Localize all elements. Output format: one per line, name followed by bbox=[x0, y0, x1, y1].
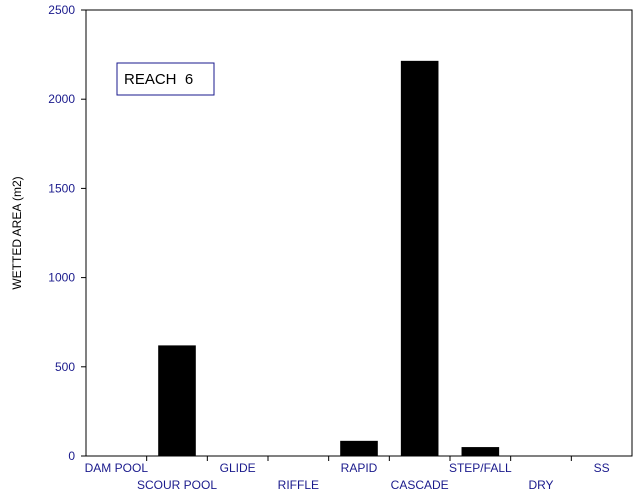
y-tick-label: 1500 bbox=[48, 181, 75, 195]
bar bbox=[400, 60, 439, 457]
reach-annotation-box: REACH 6 bbox=[116, 62, 215, 96]
y-tick-label: 2500 bbox=[48, 3, 75, 17]
x-tick-label: RAPID bbox=[341, 461, 378, 475]
x-tick-label: RIFFLE bbox=[278, 478, 319, 492]
bar bbox=[461, 447, 500, 456]
x-tick-label: DRY bbox=[528, 478, 553, 492]
y-tick-label: 2000 bbox=[48, 92, 75, 106]
bar bbox=[158, 345, 196, 456]
bar bbox=[340, 440, 378, 456]
bars bbox=[158, 60, 500, 457]
x-tick-label: GLIDE bbox=[220, 461, 256, 475]
y-tick-label: 500 bbox=[55, 360, 75, 374]
x-tick-label: DAM POOL bbox=[85, 461, 149, 475]
x-tick-label: STEP/FALL bbox=[449, 461, 512, 475]
reach-annotation: REACH 6 bbox=[124, 71, 193, 88]
x-tick-label: SS bbox=[594, 461, 610, 475]
y-axis-title: WETTED AREA (m2) bbox=[10, 176, 24, 289]
x-tick-label: SCOUR POOL bbox=[137, 478, 217, 492]
y-tick-label: 1000 bbox=[48, 271, 75, 285]
y-tick-label: 0 bbox=[68, 449, 75, 463]
y-axis: 0 500 1000 1500 2000 2500 bbox=[48, 3, 86, 463]
x-tick-label: CASCADE bbox=[391, 478, 449, 492]
